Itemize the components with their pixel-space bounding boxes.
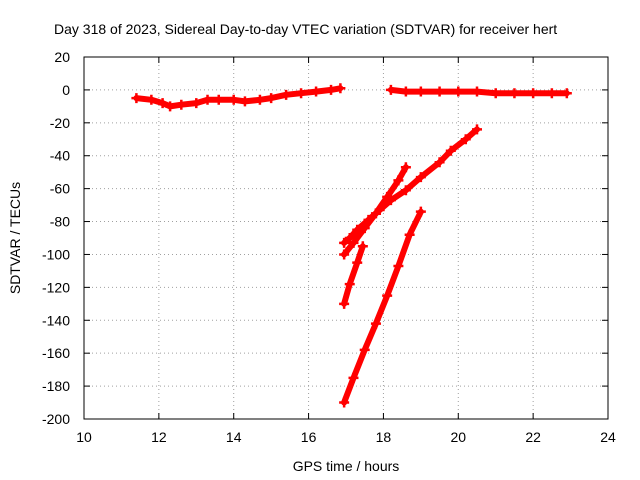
x-tick-label: 20: [450, 429, 466, 445]
data-point: [266, 93, 277, 104]
data-point: [352, 257, 363, 268]
data-point: [490, 88, 501, 99]
data-point: [339, 249, 350, 260]
data-point: [359, 223, 370, 234]
data-point: [348, 372, 359, 383]
y-tick-label: -180: [42, 378, 70, 394]
y-tick-label: 0: [62, 82, 70, 98]
data-point: [404, 229, 415, 240]
plot-frame: [83, 56, 609, 420]
grid-lines: [84, 57, 608, 419]
data-point: [157, 98, 168, 109]
data-point: [509, 88, 520, 99]
series-line-5: [341, 243, 366, 307]
x-tick-label: 14: [226, 429, 242, 445]
data-point: [528, 88, 539, 99]
data-point: [326, 84, 337, 95]
x-tick-label: 24: [600, 429, 616, 445]
x-tick-label: 18: [376, 429, 392, 445]
x-tick-labels: 10 12 14 16 18 20 22 24: [76, 429, 616, 445]
y-tick-label: -60: [50, 181, 70, 197]
data-point: [370, 318, 381, 329]
series-line-6: [341, 208, 424, 406]
data-point: [131, 93, 142, 104]
data-point: [311, 86, 322, 97]
x-axis-label: GPS time / hours: [293, 458, 400, 474]
data-point: [165, 101, 176, 112]
data-series: [131, 83, 572, 408]
x-tick-label: 22: [525, 429, 541, 445]
data-point: [339, 397, 350, 408]
y-tick-label: -160: [42, 345, 70, 361]
data-point: [213, 94, 224, 105]
data-point: [370, 208, 381, 219]
x-tick-label: 10: [76, 429, 92, 445]
data-point: [344, 279, 355, 290]
data-point: [146, 94, 157, 105]
data-point: [385, 84, 396, 95]
data-point: [359, 344, 370, 355]
y-tick-label: -80: [50, 214, 70, 230]
y-tick-label: -20: [50, 115, 70, 131]
data-point: [357, 241, 368, 252]
data-point: [400, 86, 411, 97]
data-point: [434, 86, 445, 97]
data-point: [472, 86, 482, 97]
data-point: [415, 86, 426, 97]
data-point: [546, 88, 557, 99]
data-point: [281, 89, 292, 100]
y-tick-label: -100: [42, 246, 70, 262]
data-point: [202, 94, 213, 105]
data-point: [176, 99, 187, 110]
data-point: [339, 237, 350, 248]
data-point: [296, 88, 307, 99]
data-point: [415, 206, 426, 217]
y-tick-label: -140: [42, 312, 70, 328]
data-point: [400, 162, 411, 173]
y-tick-label: 20: [54, 49, 70, 65]
data-point: [434, 157, 445, 168]
x-tick-label: 16: [301, 429, 317, 445]
data-point: [445, 145, 456, 156]
axis-ticks: [83, 56, 609, 420]
y-tick-label: -120: [42, 279, 70, 295]
data-point: [415, 172, 426, 183]
data-point: [348, 237, 359, 248]
data-point: [382, 290, 393, 301]
chart-title: Day 318 of 2023, Sidereal Day-to-day VTE…: [54, 21, 557, 37]
data-point: [254, 94, 265, 105]
data-point: [239, 96, 250, 107]
data-point: [472, 124, 482, 135]
data-point: [393, 260, 404, 271]
data-point: [393, 175, 404, 186]
data-point: [453, 86, 464, 97]
y-tick-label: -40: [50, 148, 70, 164]
data-point: [400, 185, 411, 196]
data-point: [191, 98, 202, 109]
y-axis-label: SDTVAR / TECUs: [7, 182, 23, 294]
data-point: [382, 191, 393, 202]
data-point: [561, 88, 572, 99]
data-point: [335, 83, 346, 94]
data-point: [228, 94, 239, 105]
data-point: [339, 298, 350, 309]
series-line-3: [341, 126, 480, 246]
y-tick-label: -200: [42, 411, 70, 427]
data-point: [460, 134, 471, 145]
x-tick-label: 12: [151, 429, 167, 445]
